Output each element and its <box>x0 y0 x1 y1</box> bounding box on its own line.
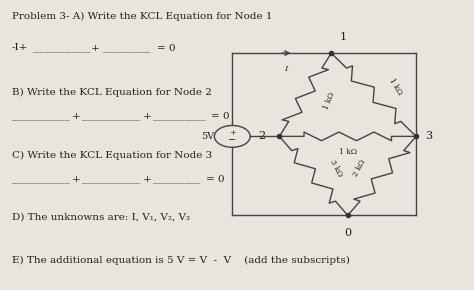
Text: +: + <box>143 175 152 184</box>
Text: 5V: 5V <box>201 132 214 141</box>
Text: __________: __________ <box>153 112 206 121</box>
Text: C) Write the KCL Equation for Node 3: C) Write the KCL Equation for Node 3 <box>12 151 212 160</box>
Text: E) The additional equation is 5 V = V  -  V    (add the subscripts): E) The additional equation is 5 V = V - … <box>12 255 350 265</box>
Text: 1 kΩ: 1 kΩ <box>388 77 404 96</box>
Text: _________: _________ <box>103 44 150 53</box>
Text: = 0: = 0 <box>211 112 230 121</box>
Text: 2: 2 <box>258 131 265 142</box>
Text: _________: _________ <box>153 175 201 184</box>
Text: +: + <box>229 129 236 137</box>
Text: 2 kΩ: 2 kΩ <box>351 159 367 178</box>
Text: I: I <box>284 65 287 72</box>
Text: +: + <box>91 44 100 53</box>
Text: = 0: = 0 <box>206 175 225 184</box>
Text: +: + <box>72 175 81 184</box>
Text: +: + <box>143 112 152 121</box>
Text: ___________: ___________ <box>34 44 91 53</box>
Text: B) Write the KCL Equation for Node 2: B) Write the KCL Equation for Node 2 <box>12 88 211 97</box>
Text: -I+: -I+ <box>12 43 28 52</box>
Text: Problem 3- A) Write the KCL Equation for Node 1: Problem 3- A) Write the KCL Equation for… <box>12 11 272 21</box>
Text: 3: 3 <box>426 131 433 142</box>
Text: 1: 1 <box>340 32 347 41</box>
Text: 1 kΩ: 1 kΩ <box>339 148 357 156</box>
Text: 3 kΩ: 3 kΩ <box>328 159 344 178</box>
Text: D) The unknowns are: I, V₁, V₂, V₃: D) The unknowns are: I, V₁, V₂, V₃ <box>12 213 190 222</box>
Text: ___________: ___________ <box>12 175 70 184</box>
Text: −: − <box>228 136 237 145</box>
Text: +: + <box>72 112 81 121</box>
Text: ___________: ___________ <box>82 112 140 121</box>
Text: ___________: ___________ <box>12 112 70 121</box>
Text: ___________: ___________ <box>82 175 140 184</box>
Text: 1 kΩ: 1 kΩ <box>323 90 337 110</box>
Text: 0: 0 <box>344 228 351 238</box>
Text: = 0: = 0 <box>157 44 175 53</box>
